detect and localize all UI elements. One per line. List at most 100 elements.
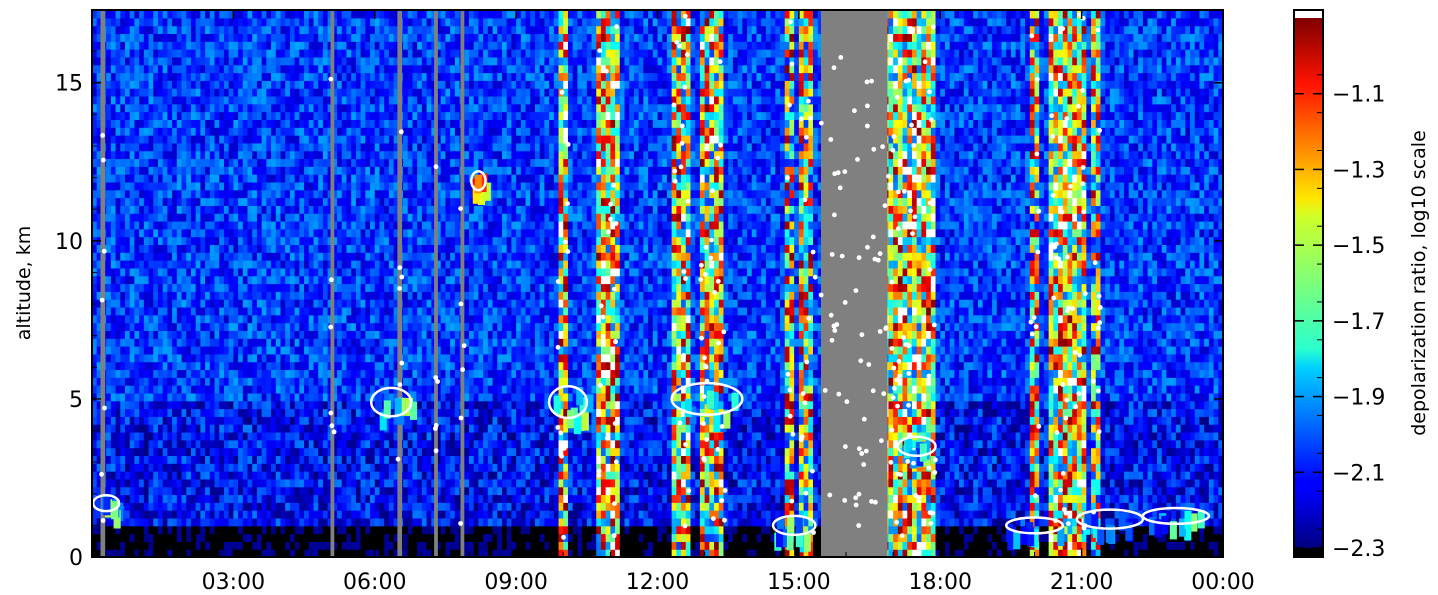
heatmap-cell <box>308 49 315 58</box>
heatmap-cell <box>167 213 173 222</box>
heatmap-cell <box>308 416 315 425</box>
heatmap-cell <box>143 220 150 230</box>
heatmap-cell <box>209 135 216 144</box>
heatmap-cell <box>181 158 187 167</box>
heatmap-cell <box>186 463 192 472</box>
heatmap-cell <box>360 486 366 496</box>
heatmap-cell <box>129 119 136 128</box>
heatmap-cell <box>365 330 371 339</box>
heatmap-cell <box>426 541 432 550</box>
heatmap-cell <box>252 49 258 58</box>
heatmap-cell <box>337 267 343 277</box>
heatmap-cell <box>384 291 390 300</box>
heatmap-cell <box>294 494 300 503</box>
heatmap-cell <box>223 322 230 331</box>
heatmap-cell <box>200 17 206 27</box>
heatmap-cell <box>370 17 376 27</box>
heatmap-cell <box>308 142 315 152</box>
heatmap-cell <box>139 400 145 410</box>
heatmap-cell <box>280 197 286 206</box>
heatmap-cell <box>157 525 164 535</box>
heatmap-cell <box>261 478 267 488</box>
heatmap-cell <box>299 510 305 519</box>
heatmap-cell <box>157 260 164 269</box>
heatmap-cell <box>219 142 225 152</box>
heatmap-cell <box>157 64 164 74</box>
heatmap-cell <box>346 95 352 105</box>
heatmap-cell <box>308 88 315 97</box>
heatmap-cell <box>172 346 178 355</box>
heatmap-cell <box>228 17 234 27</box>
heatmap-cell <box>304 174 310 183</box>
heatmap-cell <box>299 56 305 66</box>
heatmap-cell <box>162 189 168 199</box>
heatmap-cell <box>96 72 103 81</box>
heatmap-cell <box>332 385 338 394</box>
heatmap-cell <box>285 166 291 175</box>
heatmap-cell <box>275 424 282 433</box>
heatmap-cell <box>223 424 230 433</box>
heatmap-cell <box>219 306 225 316</box>
heatmap-cell <box>129 338 136 347</box>
heatmap-cell <box>412 213 418 222</box>
heatmap-cell <box>271 41 277 50</box>
heatmap-cell <box>370 447 376 457</box>
heatmap-cell <box>209 111 216 120</box>
heatmap-cell <box>421 158 428 167</box>
heatmap-cell <box>412 150 418 160</box>
heatmap-cell <box>327 494 333 503</box>
heatmap-cell <box>162 353 168 363</box>
heatmap-cell <box>346 244 352 253</box>
heatmap-cell <box>238 392 244 402</box>
heatmap-cell <box>172 517 178 527</box>
heatmap-cell <box>285 64 291 74</box>
heatmap-cell <box>172 80 178 89</box>
heatmap-cell <box>393 525 399 535</box>
heatmap-cell <box>370 424 376 433</box>
heatmap-cell <box>355 135 362 144</box>
heatmap-cell <box>167 494 173 503</box>
heatmap-cell <box>110 111 117 120</box>
heatmap-cell <box>228 244 234 253</box>
heatmap-cell <box>308 25 315 35</box>
heatmap-cell <box>96 291 103 300</box>
heatmap-cell <box>233 49 239 58</box>
heatmap-cell <box>110 88 117 97</box>
heatmap-cell <box>252 502 258 511</box>
heatmap-cell <box>271 377 277 386</box>
heatmap-cell <box>242 510 249 519</box>
heatmap-cell <box>332 267 338 277</box>
heatmap-cell <box>181 220 187 230</box>
heatmap-cell <box>124 41 131 50</box>
heatmap-cell <box>115 463 121 472</box>
heatmap-cell <box>162 291 168 300</box>
heatmap-cell <box>313 213 319 222</box>
heatmap-cell <box>209 174 216 183</box>
heatmap-cell <box>322 220 329 230</box>
heatmap-cell <box>106 72 112 81</box>
heatmap-cell <box>186 166 192 175</box>
heatmap-cell <box>96 361 103 371</box>
heatmap-cell <box>181 486 187 496</box>
heatmap-cell <box>313 25 319 35</box>
heatmap-cell <box>412 353 418 363</box>
heatmap-cell <box>374 541 381 550</box>
heatmap-cell <box>403 447 409 457</box>
heatmap-cell <box>370 158 376 167</box>
heatmap-cell <box>393 205 399 214</box>
heatmap-cell <box>181 517 187 527</box>
heatmap-cell <box>360 408 366 417</box>
heatmap-cell <box>266 549 272 557</box>
heatmap-cell <box>195 220 201 230</box>
heatmap-cell <box>172 127 178 136</box>
heatmap-cell <box>360 541 366 550</box>
heatmap-cell <box>139 17 145 27</box>
heatmap-cell <box>252 510 258 519</box>
heatmap-cell <box>134 541 140 550</box>
heatmap-cell <box>304 439 310 449</box>
heatmap-cell <box>327 392 333 402</box>
heatmap-cell <box>318 416 324 425</box>
heatmap-cell <box>214 510 220 519</box>
heatmap-cell <box>256 267 263 277</box>
heatmap-cell <box>304 33 310 42</box>
